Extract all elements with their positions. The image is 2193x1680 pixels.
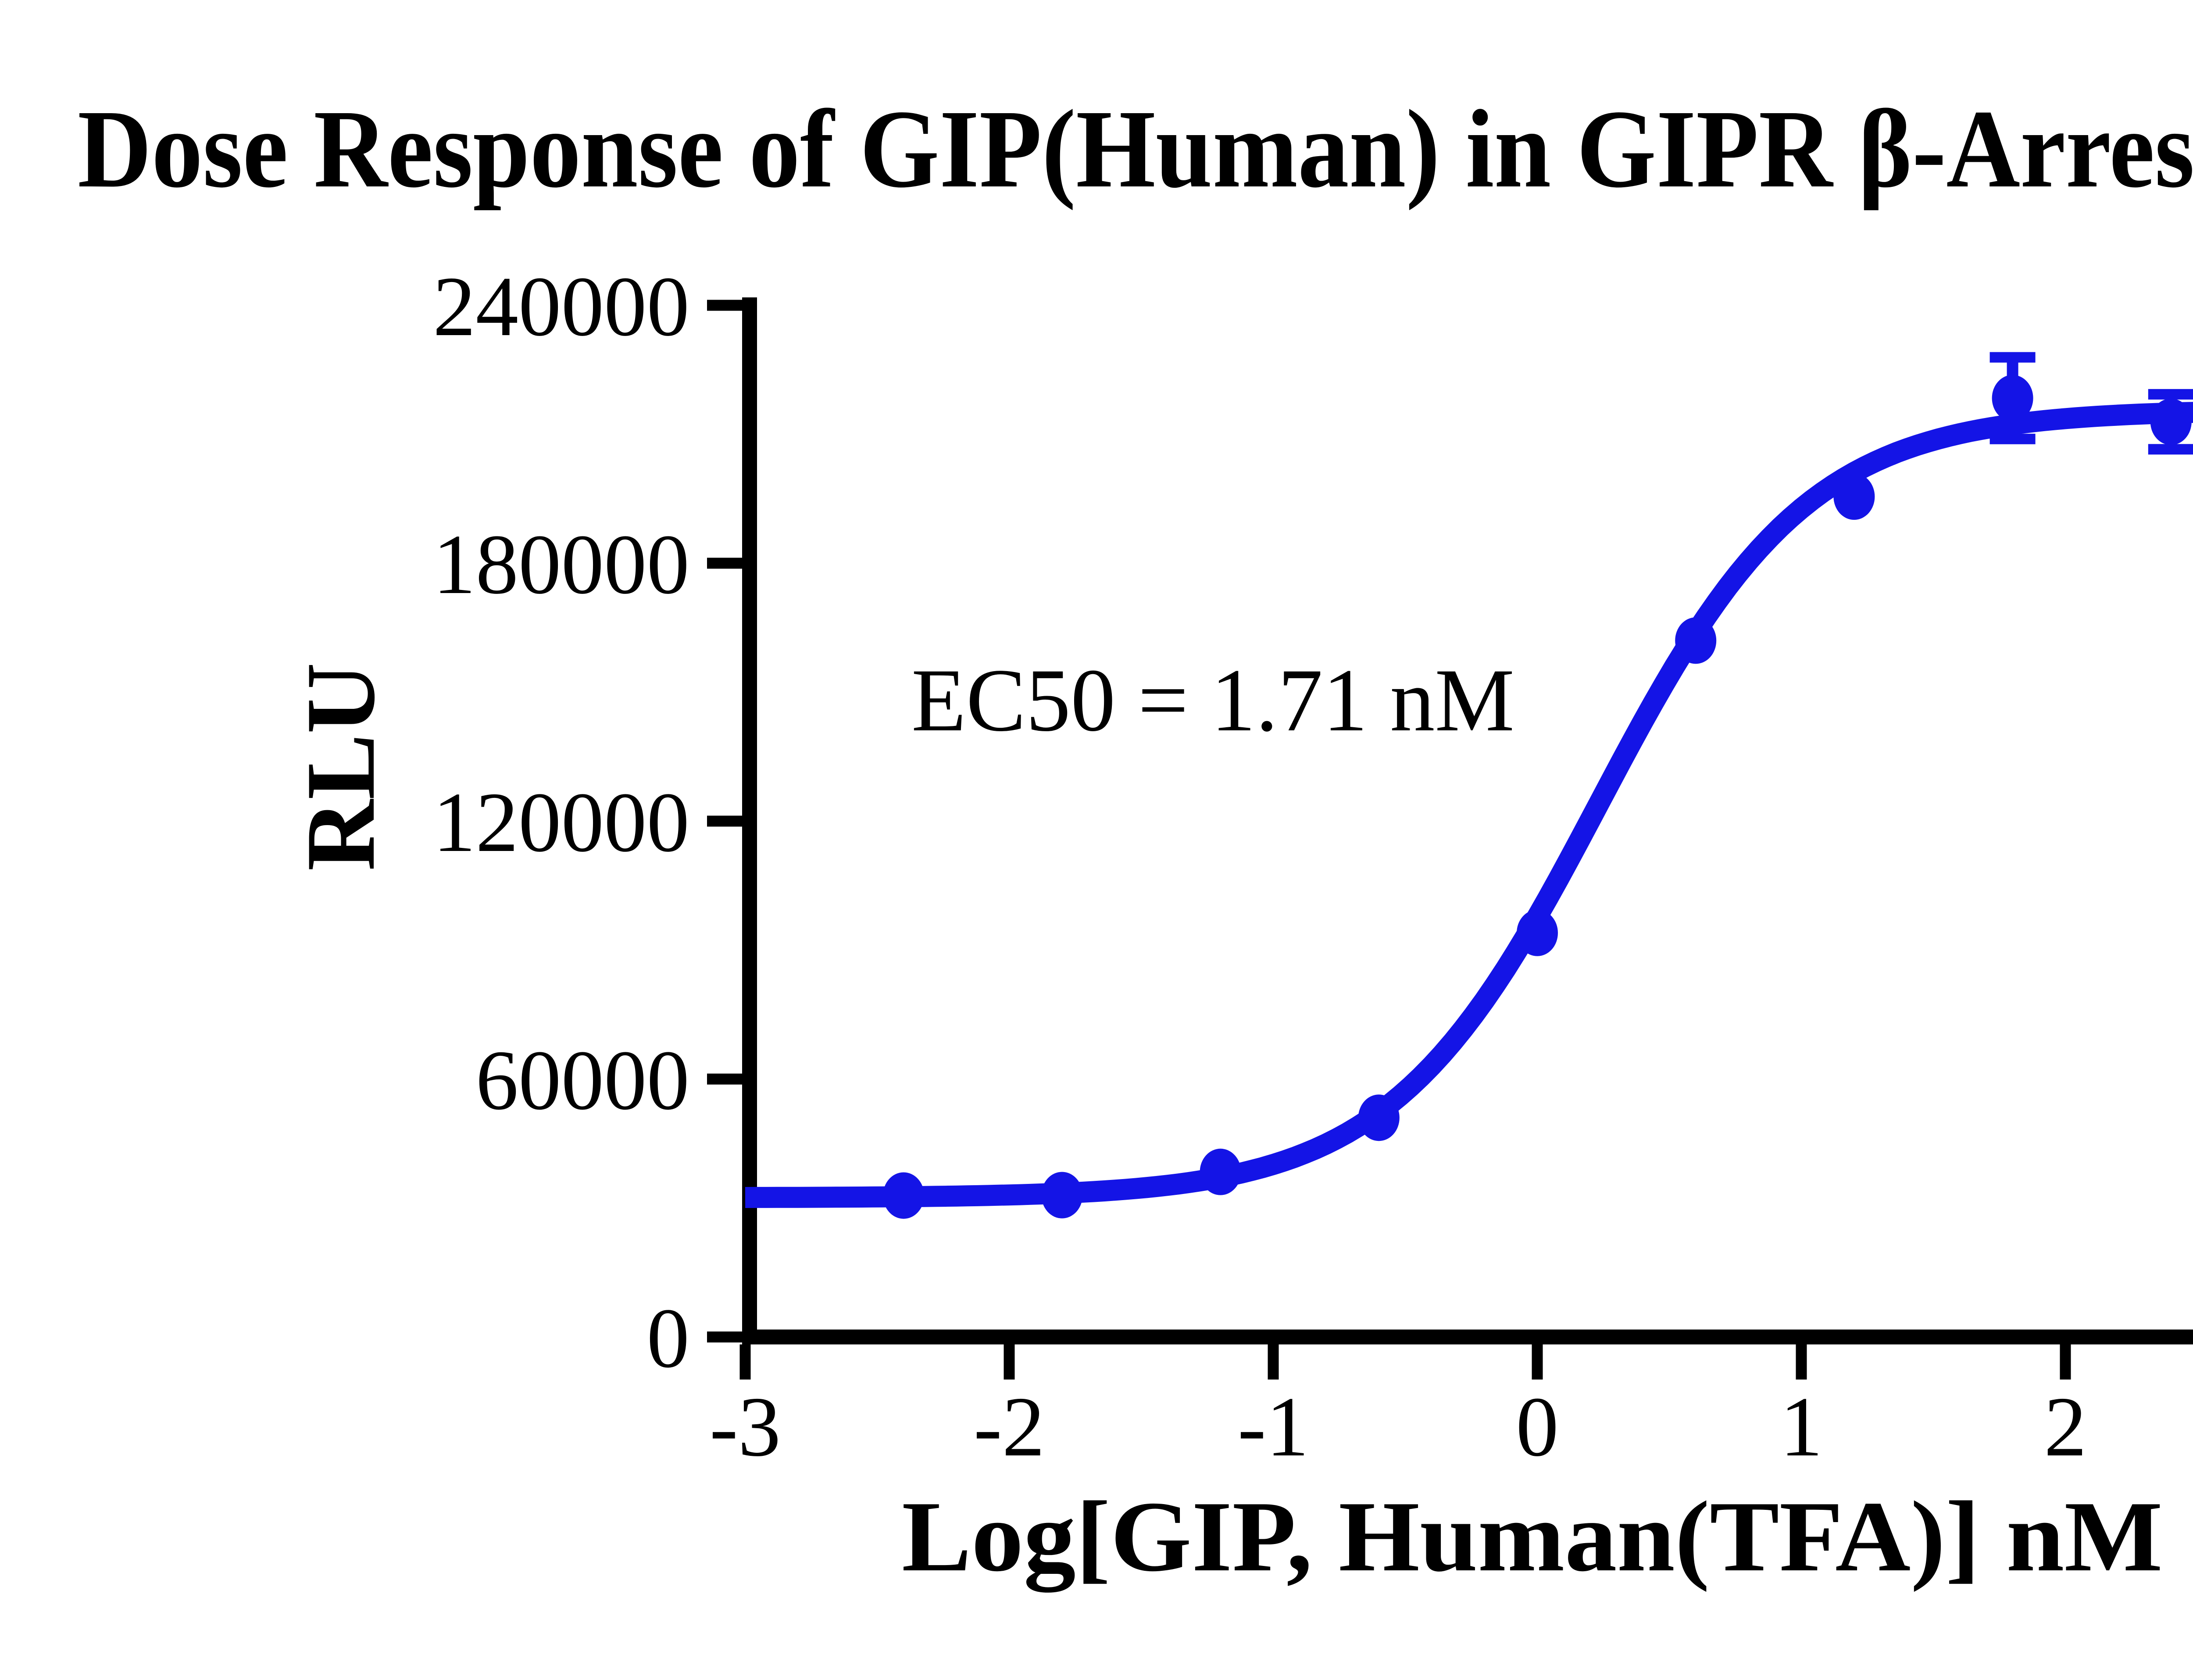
x-tick-label: 0	[1516, 1380, 1559, 1474]
data-points	[883, 375, 2192, 1219]
ec50-annotation: EC50 = 1.71 nM	[911, 651, 1514, 750]
x-axis: -3-2-10123	[710, 1330, 2193, 1474]
y-tick-label: 0	[647, 1291, 690, 1386]
x-tick-label: -1	[1238, 1380, 1309, 1474]
dose-response-curve	[745, 402, 2193, 1208]
data-point	[1833, 473, 1875, 520]
data-point	[883, 1172, 925, 1219]
x-tick-label: 1	[1780, 1380, 1823, 1474]
x-axis-title: Log[GIP, Human(TFA)] nM	[902, 1480, 2163, 1593]
y-axis: 0 60000 120000 180000 240000	[433, 259, 757, 1386]
data-point	[1517, 909, 1558, 956]
x-tick-label: -3	[710, 1380, 781, 1474]
data-point	[1358, 1094, 1400, 1141]
y-axis-title: RLU	[286, 662, 395, 871]
data-point	[2150, 398, 2192, 445]
data-point	[1992, 375, 2033, 422]
data-point	[1200, 1148, 1241, 1195]
x-tick-label: -2	[974, 1380, 1045, 1474]
x-tick-label: 2	[2044, 1380, 2087, 1474]
y-tick-label: 240000	[433, 259, 689, 354]
chart-title: Dose Response of GIP(Human) in GIPR β-Ar…	[78, 87, 2193, 211]
data-point	[1675, 617, 1717, 664]
y-tick-label: 180000	[433, 517, 689, 612]
y-tick-label: 120000	[433, 775, 689, 870]
y-tick-label: 60000	[476, 1033, 690, 1128]
data-point	[1041, 1172, 1083, 1219]
